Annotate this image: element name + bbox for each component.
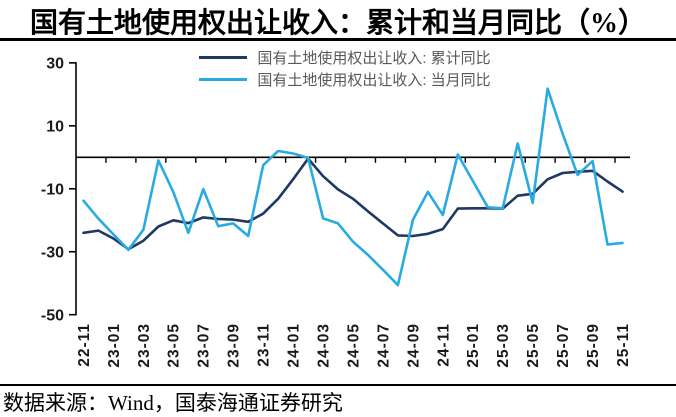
x-tick-label: 25-03 xyxy=(495,323,512,368)
x-tick-label: 23-09 xyxy=(226,323,243,368)
y-tick-label: -10 xyxy=(41,181,64,198)
source-note: 数据来源：Wind，国泰海通证券研究 xyxy=(3,391,343,415)
x-tick-label: 23-07 xyxy=(196,323,213,368)
chart-legend: 国有土地使用权出让收入: 累计同比 国有土地使用权出让收入: 当月同比 xyxy=(14,46,676,90)
series-line-monthly xyxy=(82,87,624,287)
legend-label-cumulative: 国有土地使用权出让收入: 累计同比 xyxy=(257,49,491,67)
x-tick-label: 23-01 xyxy=(106,323,123,368)
legend-line-monthly-swatch xyxy=(199,77,248,81)
x-tick-label: 22-11 xyxy=(76,323,93,367)
y-tick-label: -50 xyxy=(41,307,64,324)
x-tick-label: 25-07 xyxy=(555,323,572,368)
legend-item-monthly: 国有土地使用权出让收入: 当月同比 xyxy=(199,68,491,90)
x-tick-label: 23-11 xyxy=(256,323,273,367)
x-tick-label: 24-09 xyxy=(405,323,422,368)
chart-title: 国有土地使用权出让收入：累计和当月同比（%） xyxy=(29,8,646,39)
title-rule xyxy=(0,38,676,41)
x-tick-label: 24-07 xyxy=(375,323,392,368)
x-tick-label: 24-11 xyxy=(435,323,452,367)
footer-rule xyxy=(0,384,676,386)
x-tick-label: 24-03 xyxy=(315,323,332,368)
y-tick-label: -30 xyxy=(41,244,64,261)
x-tick-label: 23-03 xyxy=(136,323,153,368)
x-tick-label: 24-05 xyxy=(345,323,362,368)
x-tick-label: 25-11 xyxy=(615,323,632,367)
legend-label-monthly: 国有土地使用权出让收入: 当月同比 xyxy=(257,71,491,89)
x-tick-label: 25-05 xyxy=(525,323,542,368)
x-tick-label: 25-01 xyxy=(465,323,482,368)
x-tick-label: 24-01 xyxy=(286,323,303,368)
legend-item-cumulative: 国有土地使用权出让收入: 累计同比 xyxy=(199,46,491,68)
x-tick-label: 25-09 xyxy=(585,323,602,368)
x-tick-label: 23-05 xyxy=(166,323,183,368)
y-tick-label: 10 xyxy=(46,118,64,135)
y-tick-label: 30 xyxy=(46,55,64,72)
legend-line-cumulative-swatch xyxy=(199,55,248,59)
